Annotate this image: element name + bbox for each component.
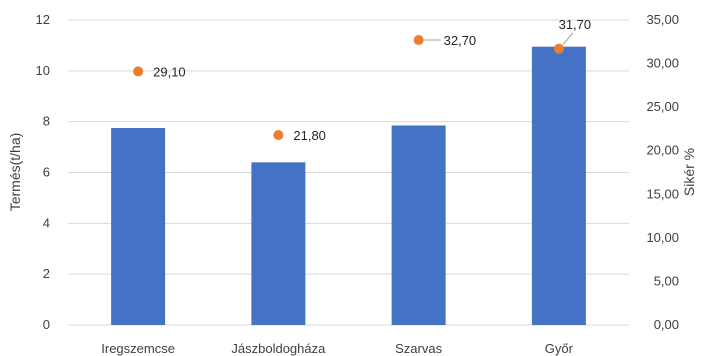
scatter-point bbox=[273, 130, 284, 141]
bars bbox=[111, 46, 586, 326]
bar bbox=[251, 162, 306, 325]
right-tick-label: 25,00 bbox=[646, 99, 679, 114]
left-tick-label: 12 bbox=[36, 12, 50, 27]
points bbox=[133, 35, 564, 141]
leader-line bbox=[562, 32, 574, 46]
data-label: 29,10 bbox=[153, 64, 186, 79]
data-label: 21,80 bbox=[293, 128, 326, 143]
right-tick-label: 0,00 bbox=[654, 317, 679, 332]
left-axis-ticks: 0 2 4 6 8 10 12 bbox=[36, 12, 50, 332]
right-tick-label: 20,00 bbox=[646, 143, 679, 158]
bar bbox=[111, 128, 166, 325]
left-tick-label: 6 bbox=[43, 165, 50, 180]
left-tick-label: 0 bbox=[43, 317, 50, 332]
category-label: Iregszemcse bbox=[101, 341, 175, 356]
left-tick-label: 2 bbox=[43, 266, 50, 281]
right-tick-label: 15,00 bbox=[646, 186, 679, 201]
category-label: Győr bbox=[545, 341, 574, 356]
scatter-point bbox=[553, 43, 564, 54]
bar bbox=[531, 46, 586, 325]
left-tick-label: 4 bbox=[43, 215, 50, 230]
category-labels: Iregszemcse Jászboldogháza Szarvas Győr bbox=[101, 341, 573, 356]
scatter-point bbox=[413, 35, 424, 46]
right-tick-label: 10,00 bbox=[646, 230, 679, 245]
data-labels: 29,10 21,80 32,70 31,70 bbox=[153, 17, 591, 143]
right-tick-label: 35,00 bbox=[646, 12, 679, 27]
left-tick-label: 10 bbox=[36, 63, 50, 78]
right-tick-label: 5,00 bbox=[654, 273, 679, 288]
category-label: Szarvas bbox=[395, 341, 442, 356]
y-axis-left-title: Termés(t/ha) bbox=[7, 133, 23, 212]
right-tick-label: 30,00 bbox=[646, 56, 679, 71]
bar bbox=[391, 125, 446, 326]
data-label: 32,70 bbox=[444, 33, 477, 48]
left-tick-label: 8 bbox=[43, 114, 50, 129]
leader-lines bbox=[423, 32, 574, 46]
y-axis-right-title: Sikér % bbox=[681, 148, 697, 196]
right-axis-ticks: 0,00 5,00 10,00 15,00 20,00 25,00 30,00 35,00 bbox=[646, 12, 679, 332]
data-label: 31,70 bbox=[559, 17, 592, 32]
scatter-point bbox=[133, 66, 144, 77]
category-label: Jászboldogháza bbox=[231, 341, 326, 356]
